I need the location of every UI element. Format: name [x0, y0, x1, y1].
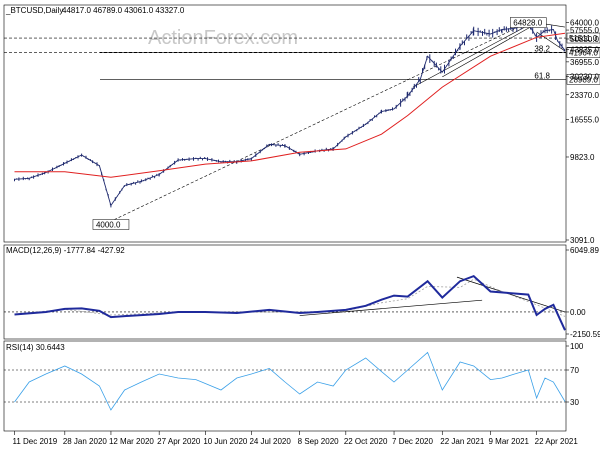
price-y-tick-label: 23370.0	[570, 91, 599, 100]
macd-y-axis: 6049.89 0.00 -2150.59	[566, 246, 600, 339]
price-y-tick-label: 36955.0	[570, 58, 599, 67]
price-annotation: 4000.0	[96, 220, 121, 229]
rsi-y-tick-label: 100	[570, 342, 584, 351]
macd-trendlines	[299, 276, 566, 316]
x-tick-label: 11 Dec 2019	[12, 437, 57, 446]
macd-trendline	[456, 276, 566, 313]
x-axis: 11 Dec 2019 28 Jan 2020 12 Mar 2020 27 Apr …	[12, 431, 578, 446]
x-tick-label: 12 Mar 2020	[109, 437, 154, 446]
fib-level-label: 61.8	[534, 71, 550, 80]
price-level-tag-box	[566, 74, 600, 85]
macd-y-tick-label: -2150.59	[570, 330, 600, 339]
x-tick-label: 27 Apr 2020	[157, 437, 201, 446]
rsi-levels	[4, 369, 566, 403]
price-y-tick-label: 64000.0	[570, 18, 599, 27]
price-channel-lower	[442, 24, 535, 78]
rsi-y-axis: 100 70 30	[566, 342, 584, 407]
price-annotation-box	[510, 17, 547, 28]
macd-line	[14, 274, 566, 331]
x-tick-label: 24 Jul 2020	[249, 437, 291, 446]
price-y-tick-label: 50830.0	[570, 35, 599, 44]
price-panel-frame	[3, 4, 567, 243]
macd-panel: MACD(12,26,9) -1777.84 -427.92 6049.89 0.…	[3, 244, 600, 340]
macd-trendline	[299, 299, 483, 316]
fib-level-label: 38.2	[534, 45, 550, 54]
rsi-y-tick-label: 70	[570, 366, 579, 375]
x-tick-label: 10 Jun 2020	[203, 437, 248, 446]
price-annotation-box	[92, 219, 130, 230]
price-annotation: 64828.0	[513, 19, 542, 28]
price-level-tag-box	[566, 32, 600, 44]
price-channel-upper	[412, 21, 535, 88]
price-y-tick-label: 3091.0	[570, 236, 595, 245]
x-tick-label: 22 Apr 2021	[535, 437, 579, 446]
price-symbol: _BTCUSD,Daily	[5, 6, 63, 15]
price-trendlines	[113, 21, 566, 220]
macd-y-tick-label: 6049.89	[570, 246, 599, 255]
price-annotations: 64828.0 4000.0	[92, 17, 547, 230]
price-y-tick-label: 9823.0	[570, 153, 595, 162]
x-tick-label: 22 Oct 2020	[344, 437, 388, 446]
price-panel: _BTCUSD,Daily 44817.0 46789.0 43061.0 43…	[3, 4, 600, 245]
price-level-tag-box	[566, 47, 600, 58]
price-y-tick-label: 30230.0	[570, 72, 599, 81]
x-tick-label: 7 Dec 2020	[392, 437, 433, 446]
rsi-panel: RSI(14) 30.6443 100 70 30	[3, 340, 584, 432]
price-level-tag: 51511.0	[569, 34, 598, 43]
x-tick-label: 9 Mar 2021	[489, 437, 530, 446]
watermark: ActionForex.com	[148, 27, 298, 49]
macd-header: MACD(12,26,9) -1777.84 -427.92	[6, 246, 125, 255]
price-y-tick-label: 43835.0	[570, 46, 599, 55]
price-level-tag: 41964.0	[569, 49, 598, 58]
x-tick-label: 22 Jan 2021	[440, 437, 485, 446]
rsi-panel-frame	[3, 340, 567, 432]
macd-panel-frame	[3, 244, 567, 340]
rsi-line	[14, 351, 566, 411]
macd-y-tick-label: 0.00	[570, 308, 586, 317]
price-long-trendline	[113, 22, 529, 220]
price-y-tick-label: 57555.0	[570, 26, 599, 35]
moving-average-line	[14, 32, 566, 178]
x-tick-label: 28 Jan 2020	[63, 437, 108, 446]
x-tick-label: 8 Sep 2020	[298, 437, 339, 446]
rsi-y-tick-label: 30	[570, 398, 579, 407]
price-level-tag: 28989.0	[569, 75, 598, 84]
price-y-tick-label: 16555.0	[570, 116, 599, 125]
price-ohlc: 44817.0 46789.0 43061.0 43327.0	[62, 6, 185, 15]
rsi-header: RSI(14) 30.6443	[6, 343, 65, 352]
macd-signal-line	[14, 278, 566, 317]
price-close-line	[14, 23, 566, 207]
